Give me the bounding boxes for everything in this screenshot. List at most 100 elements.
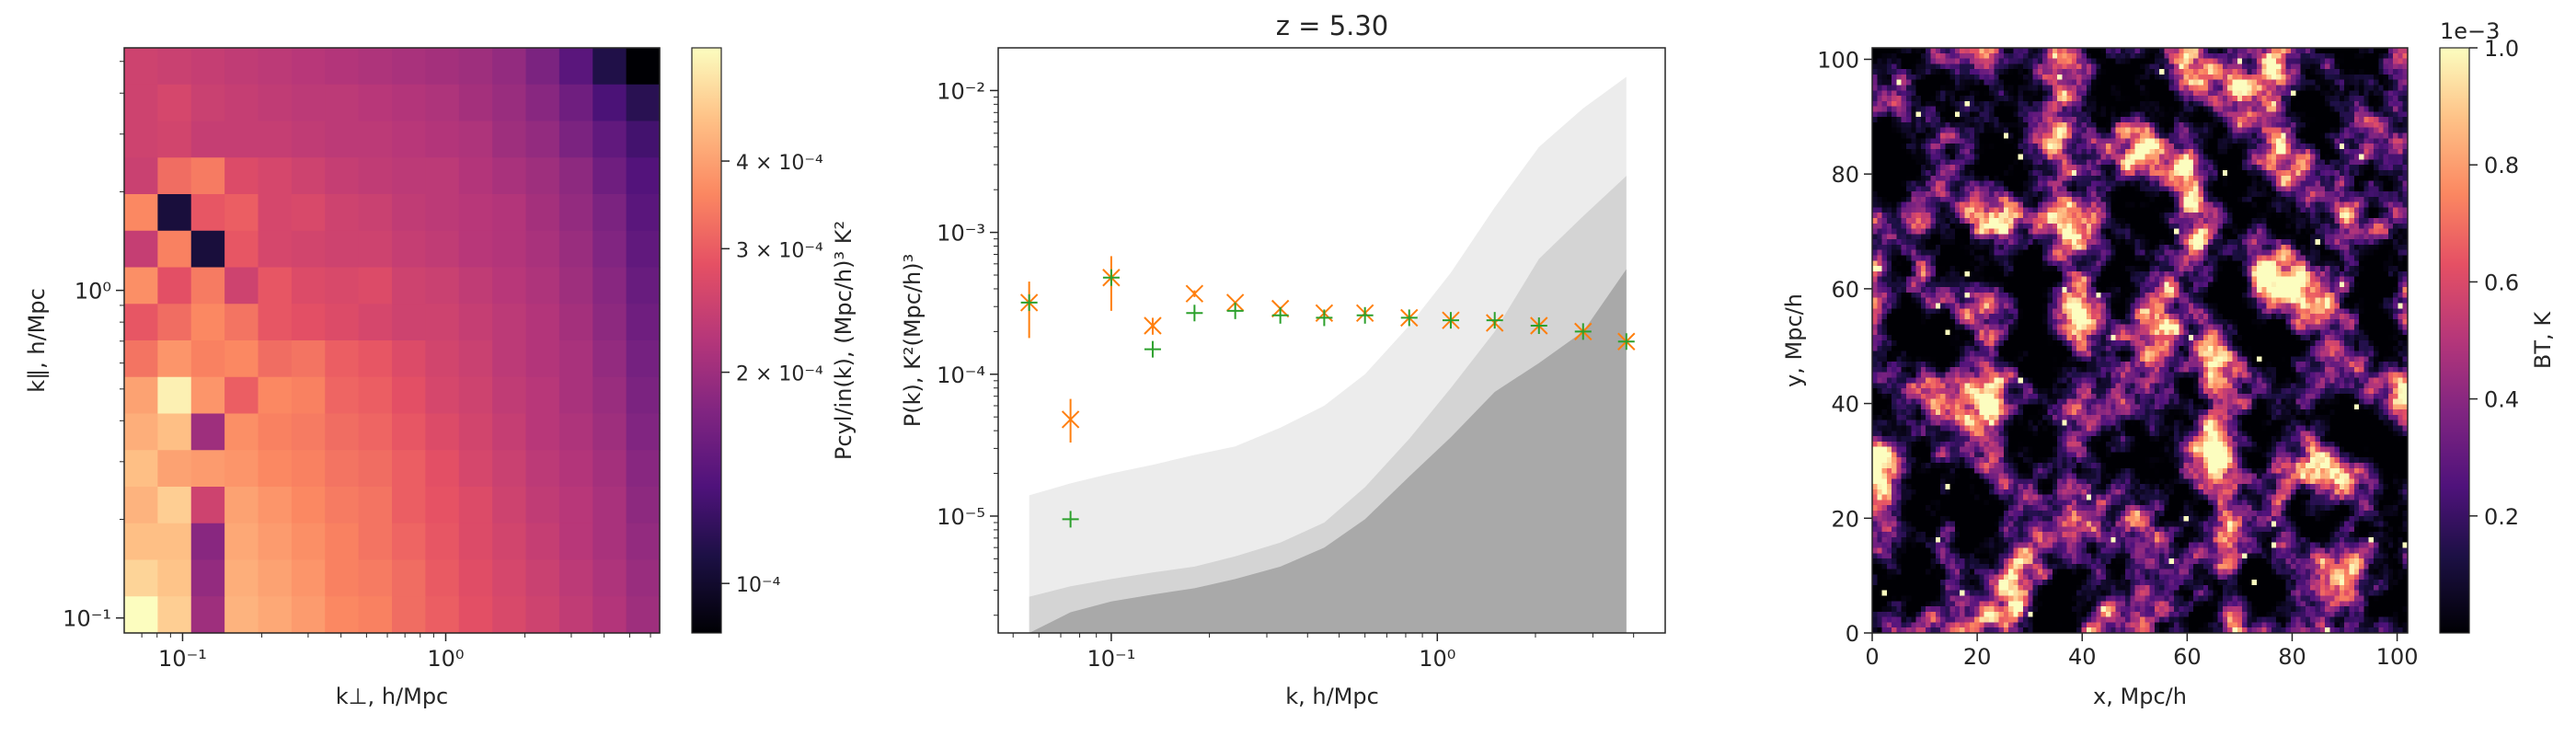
cyl-power-cell <box>224 157 259 195</box>
cyl-power-cell <box>224 48 259 86</box>
cyl-power-cell <box>358 157 393 195</box>
cyl-power-cell <box>592 157 627 195</box>
cyl-power-cell <box>291 230 326 269</box>
cyl-power-cell <box>157 413 192 451</box>
power-spectrum-point-plus <box>1316 309 1333 327</box>
cyl-power-cell <box>291 596 326 634</box>
cyl-power-cell <box>291 340 326 378</box>
cyl-power-cell <box>190 304 225 341</box>
cyl-power-cell <box>358 596 393 634</box>
cyl-power-cell <box>190 450 225 488</box>
cyl-power-cell <box>258 48 293 86</box>
cyl-power-cell <box>157 194 192 232</box>
brightness-map-panel: 0 20 40 60 80 100 0 20 40 60 80 100 x, Mpc/h y, Mpc… <box>1781 18 2556 709</box>
cyl-power-cell <box>525 267 560 305</box>
cyl-power-cell <box>258 340 293 378</box>
cyl-power-cell <box>626 121 661 158</box>
cyl-power-cell <box>325 121 360 158</box>
cyl-power-cell <box>626 523 661 561</box>
cyl-power-cell <box>558 559 593 597</box>
cyl-power-cell <box>325 84 360 122</box>
brightness-map-colorbar-ticks: 0.2 0.4 0.6 0.8 1.0 <box>2469 36 2519 530</box>
cyl-power-cell <box>258 267 293 305</box>
cyl-power-cell <box>592 450 627 488</box>
cyl-power-cell <box>224 194 259 232</box>
cyl-power-cell <box>626 194 661 232</box>
power-spectrum-point-plus <box>1400 309 1418 327</box>
power-spectrum-point-plus <box>1226 302 1244 319</box>
cyl-power-cell <box>325 48 360 86</box>
cyl-power-cell <box>358 450 393 488</box>
power-spectrum-point-x <box>1144 316 1162 335</box>
cyl-power-cell <box>291 194 326 232</box>
power-spectrum-panel: z = 5.30 10⁻¹ 10⁰ 10⁻⁵ 10⁻⁴ 10⁻³ 10⁻² k, h/Mp… <box>900 10 1666 709</box>
brightness-map-frame <box>1871 47 2409 634</box>
cyl-power-cell <box>558 413 593 451</box>
brightness-map-colorbar-offset: 1e−3 <box>2440 18 2500 44</box>
cyl-power-cell <box>592 413 627 451</box>
cyl-power-cell <box>558 340 593 378</box>
cyl-power-cell <box>458 487 493 524</box>
cyl-power-cell <box>224 304 259 341</box>
cyl-power-colorbar-tick-label: 2 × 10⁻⁴ <box>736 363 823 386</box>
cyl-power-cell <box>492 230 527 269</box>
cyl-power-cell <box>458 376 493 415</box>
power-spectrum-x-tick-label: 10⁰ <box>1419 646 1455 672</box>
cyl-power-cell <box>525 84 560 122</box>
cyl-power-cell <box>525 596 560 634</box>
cyl-power-cell <box>525 523 560 561</box>
power-spectrum-point-plus <box>1617 333 1635 351</box>
cyl-power-cell <box>425 84 460 122</box>
cyl-power-colorbar-tick-label: 4 × 10⁻⁴ <box>736 152 823 175</box>
cyl-power-cell <box>190 84 225 122</box>
cyl-power-cell <box>124 84 158 122</box>
cyl-power-cell <box>190 230 225 269</box>
cyl-power-cell <box>124 523 158 561</box>
cyl-power-cell <box>626 340 661 378</box>
cyl-power-cell <box>258 523 293 561</box>
cyl-power-colorbar-ticks: 10⁻⁴ 2 × 10⁻⁴ 3 × 10⁻⁴ 4 × 10⁻⁴ <box>721 152 823 597</box>
cyl-power-cell <box>492 487 527 524</box>
cyl-power-cell <box>157 340 192 378</box>
cyl-power-cell <box>558 267 593 305</box>
cyl-power-cell <box>291 157 326 195</box>
cyl-power-cell <box>157 487 192 524</box>
cyl-power-cell <box>224 413 259 451</box>
cyl-power-cell <box>558 450 593 488</box>
power-spectrum-point-plus <box>1020 293 1038 311</box>
power-spectrum-xlabel: k, h/Mpc <box>1285 684 1379 709</box>
brightness-map-y-tick-label: 100 <box>1817 47 1859 73</box>
cyl-power-cell <box>392 559 426 597</box>
cyl-power-cell <box>425 340 460 378</box>
power-spectrum-point-plus <box>1271 306 1289 324</box>
cyl-power-cell <box>157 157 192 195</box>
cyl-power-cell <box>626 450 661 488</box>
cyl-power-cell <box>392 487 426 524</box>
cyl-power-cell <box>358 267 393 305</box>
cyl-power-cell <box>190 559 225 597</box>
power-spectrum-x-tick-label: 10⁻¹ <box>1087 646 1135 672</box>
cyl-power-cell <box>291 304 326 341</box>
cyl-power-cell <box>358 304 393 341</box>
cyl-power-cell <box>626 48 661 86</box>
cyl-power-cell <box>425 304 460 341</box>
cyl-power-cell <box>325 340 360 378</box>
cyl-power-cell <box>492 304 527 341</box>
cyl-power-ylabel: k∥, h/Mpc <box>24 288 50 393</box>
power-spectrum-point-plus <box>1574 323 1592 340</box>
cyl-power-ticks: 10⁻¹ 10⁰ 10⁻¹ 10⁰ <box>63 61 651 672</box>
cyl-power-cell <box>425 376 460 415</box>
cyl-power-cell <box>558 48 593 86</box>
cyl-power-cell <box>358 84 393 122</box>
cyl-power-cell <box>358 376 393 415</box>
cyl-power-cell <box>392 48 426 86</box>
cyl-power-cell <box>258 487 293 524</box>
cyl-power-cell <box>190 376 225 415</box>
cyl-power-cell <box>492 450 527 488</box>
cyl-power-cell <box>525 376 560 415</box>
cyl-power-cell <box>592 376 627 415</box>
cyl-power-cell <box>392 340 426 378</box>
brightness-map-x-tick-label: 0 <box>1865 644 1879 670</box>
cyl-power-cell <box>492 267 527 305</box>
cyl-power-cell <box>558 84 593 122</box>
